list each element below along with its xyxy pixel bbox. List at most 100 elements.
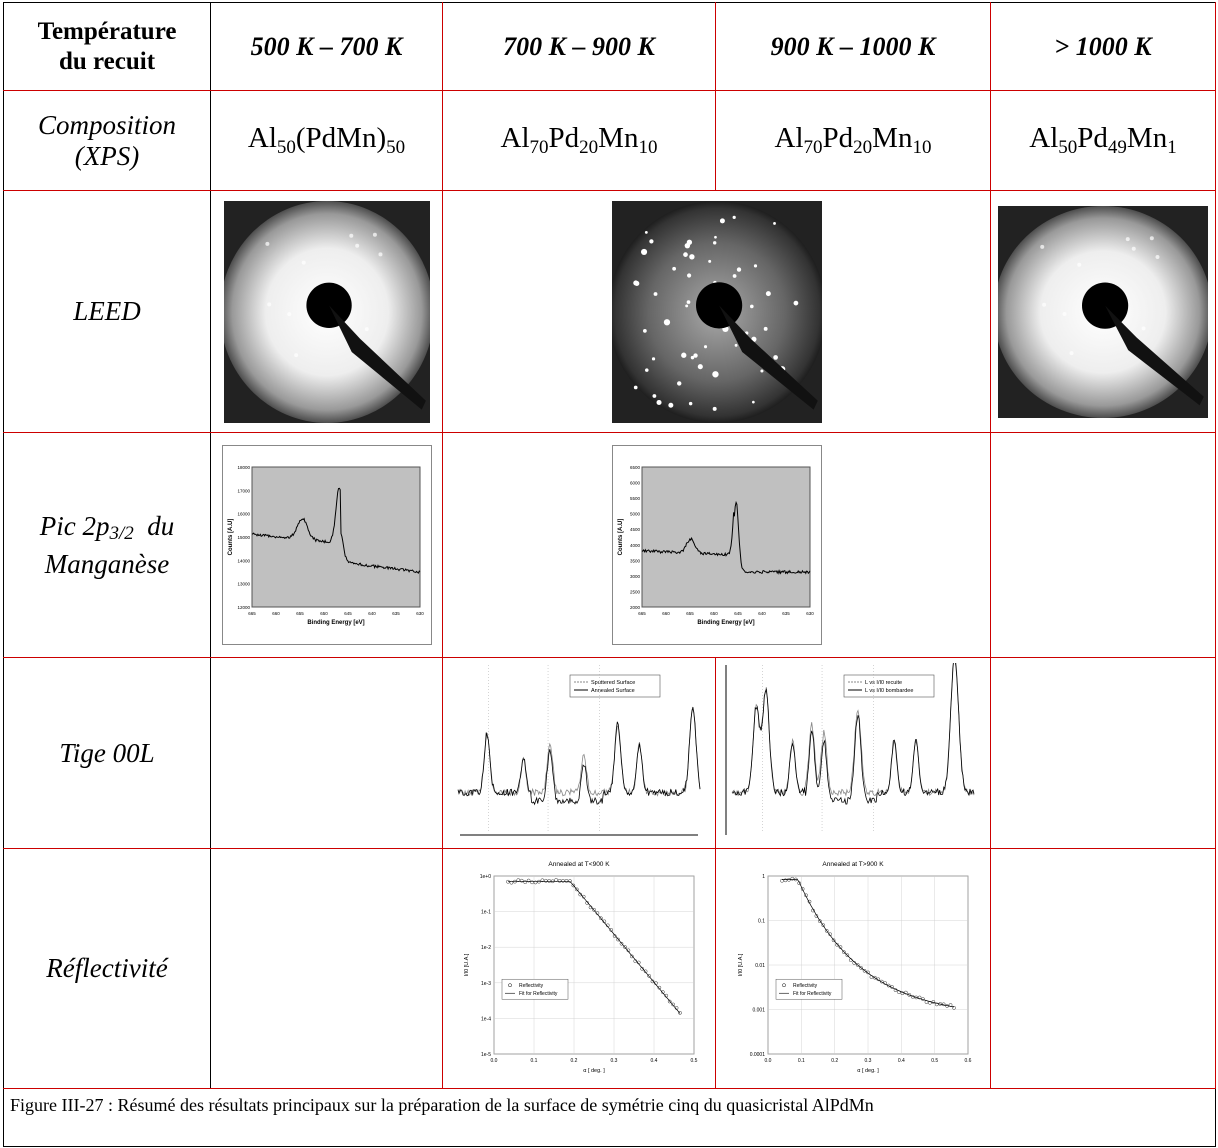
point (519, 878, 524, 883)
spot (1141, 325, 1146, 330)
empty-cell (990, 432, 1216, 658)
leed-row: LEED (3, 190, 1216, 433)
caption: Figure III-27 : Résumé des résultats pri… (3, 1088, 1216, 1147)
element: (PdMn) (295, 122, 387, 154)
y-tick-label: 1e-2 (481, 945, 491, 951)
subscript: 70 (803, 137, 823, 158)
column-header: > 1000 K (990, 2, 1216, 91)
spot (690, 355, 694, 359)
point (842, 950, 846, 954)
y-tick-label: 5000 (629, 512, 640, 517)
y-tick-label: 0.01 (755, 963, 765, 969)
point (817, 919, 822, 923)
legend-box (843, 674, 935, 698)
point (934, 1002, 939, 1007)
spot (1125, 236, 1130, 241)
y-tick-label: 15000 (237, 535, 250, 540)
y-axis-label: Counts [A.U] (228, 519, 234, 556)
subscript: 1 (1167, 137, 1177, 158)
element: Al (774, 122, 804, 154)
spot (772, 354, 778, 360)
point (612, 934, 617, 938)
point (629, 954, 634, 959)
mn-row: Pic 2p3/2 du Manganèse 18000 17000 16000 150… (3, 432, 1216, 658)
composition: Al70Pd20Mn10 (715, 90, 991, 191)
point (783, 878, 788, 883)
spot (686, 299, 690, 304)
spot (644, 367, 649, 372)
subscript: 20 (579, 137, 599, 158)
x-tick-label: 0.4 (651, 1058, 658, 1064)
point (543, 878, 548, 883)
point (506, 879, 510, 884)
point (952, 1005, 956, 1010)
x-tick-label: 0.5 (931, 1058, 938, 1064)
image-cell: Annealed at T>900 K 1 0.1 0.01 0.001 0.0001 0.… (715, 848, 991, 1089)
point (678, 1011, 682, 1015)
y-tick-label: 1e-1 (481, 910, 491, 916)
spot (688, 253, 695, 259)
y-tick-label: 4000 (629, 543, 640, 548)
x-tick-label: 640 (758, 611, 766, 616)
beam-stop (1082, 282, 1129, 329)
x-tick-label: 650 (710, 611, 718, 616)
y-tick-label: 16000 (237, 512, 250, 517)
y-tick-label: 1e-3 (481, 981, 491, 987)
rod-plot: L vs I/I0 recuite L vs I/I0 bombardee (725, 663, 975, 835)
legend-entry: L vs I/I0 bombardee (865, 688, 913, 694)
x-tick-label: 0.4 (898, 1058, 905, 1064)
rod-curve (457, 709, 701, 797)
rod-curve (731, 663, 975, 805)
x-tick-label: 0.0 (491, 1058, 498, 1064)
y-tick-label: 13000 (237, 582, 250, 587)
subscript: 50 (276, 137, 296, 158)
x-tick-label: 655 (296, 611, 304, 616)
image-cell (442, 190, 991, 433)
point (866, 970, 870, 975)
y-tick-label: 2500 (629, 589, 640, 594)
header-row: Température du recuit 500 K – 700 K 700 K… (3, 2, 1216, 91)
label-line: Température (37, 17, 177, 45)
x-tick-label: 645 (734, 611, 742, 616)
point (862, 968, 867, 973)
spot (684, 303, 688, 307)
reflectivity-plot: Annealed at T<900 K 1e+0 1e-1 1e-2 1e-3 1e-4 1… (464, 861, 698, 1074)
row-label: Composition (XPS) (3, 90, 211, 191)
spot (632, 279, 638, 286)
point (592, 907, 596, 912)
x-tick-label: 660 (272, 611, 280, 616)
point (640, 966, 645, 971)
legend-entry: Annealed Surface (591, 688, 635, 694)
point (903, 990, 908, 995)
spot (712, 406, 717, 411)
point (667, 999, 672, 1004)
spot (663, 318, 670, 325)
empty-cell (210, 848, 443, 1089)
spot (377, 251, 382, 256)
x-tick-label: 635 (782, 611, 790, 616)
row-label: Tige 00L (3, 657, 211, 849)
row-label: Réflectivité (3, 848, 211, 1089)
y-tick-label: 6500 (629, 465, 640, 470)
point (619, 941, 624, 946)
point (859, 966, 863, 970)
column-header: 700 K – 900 K (442, 2, 716, 91)
point (616, 937, 620, 942)
element: Mn (872, 122, 913, 154)
leed-image (611, 200, 822, 423)
row-label: LEED (3, 190, 211, 433)
x-tick-label: 0.2 (831, 1058, 838, 1064)
point (643, 969, 648, 974)
element: Mn (598, 122, 639, 154)
spot (633, 385, 638, 389)
y-tick-label: 3000 (629, 574, 640, 579)
point (574, 887, 579, 892)
x-tick-label: 640 (368, 611, 376, 616)
label-text: Manganèse (44, 548, 170, 579)
spot (644, 230, 648, 234)
spot (286, 311, 291, 316)
y-tick-label: 14000 (237, 558, 250, 563)
spot (1155, 254, 1160, 259)
spot (713, 235, 717, 239)
